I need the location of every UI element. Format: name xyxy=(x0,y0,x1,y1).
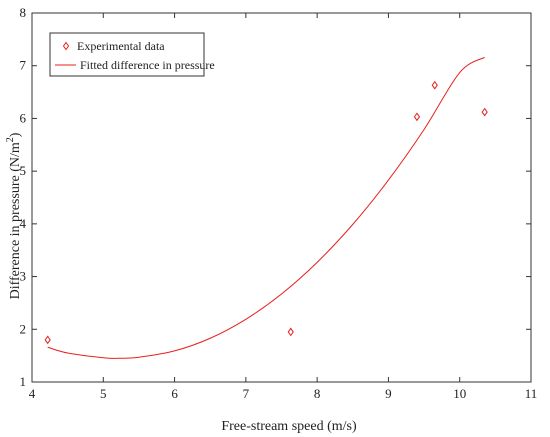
plot-area xyxy=(44,56,488,359)
x-tick-label: 6 xyxy=(171,386,178,401)
y-tick-label: 7 xyxy=(20,58,27,73)
data-point xyxy=(287,327,294,337)
y-tick-label: 2 xyxy=(20,321,27,336)
x-tick-label: 8 xyxy=(314,386,321,401)
y-tick-label: 4 xyxy=(20,216,27,231)
legend-box xyxy=(49,32,205,77)
legend: Experimental data Fitted difference in pr… xyxy=(49,32,215,77)
data-point xyxy=(44,335,51,345)
plot-border xyxy=(31,12,532,383)
x-tick-label: 11 xyxy=(525,386,538,401)
x-axis-label: Free-stream speed (m/s) xyxy=(221,419,357,434)
y-axis-label-close: ) xyxy=(8,132,23,137)
plot-frame xyxy=(31,12,532,383)
x-tick-label: 7 xyxy=(243,386,250,401)
data-point xyxy=(431,80,438,90)
x-tick-label: 5 xyxy=(100,386,107,401)
y-tick-label: 3 xyxy=(20,269,27,284)
y-tick-label: 6 xyxy=(20,110,27,125)
legend-marker-diamond xyxy=(62,41,70,51)
y-axis-label: Difference in pressure (N/m2) xyxy=(5,132,23,299)
legend-label-experimental: Experimental data xyxy=(77,39,165,53)
y-tick-label: 1 xyxy=(20,374,27,389)
x-tick-label: 10 xyxy=(453,386,466,401)
x-tick-label: 4 xyxy=(29,386,36,401)
legend-label-fitted: Fitted difference in pressure xyxy=(80,58,215,72)
fitted-curve xyxy=(47,56,485,359)
y-tick-label: 8 xyxy=(20,5,27,20)
y-axis-label-main: Difference in pressure (N/m xyxy=(8,142,23,299)
data-point xyxy=(481,107,488,117)
y-tick-label: 5 xyxy=(20,163,27,178)
y-axis-label-superscript: 2 xyxy=(5,137,16,142)
x-tick-label: 9 xyxy=(385,386,392,401)
data-point xyxy=(413,112,421,122)
